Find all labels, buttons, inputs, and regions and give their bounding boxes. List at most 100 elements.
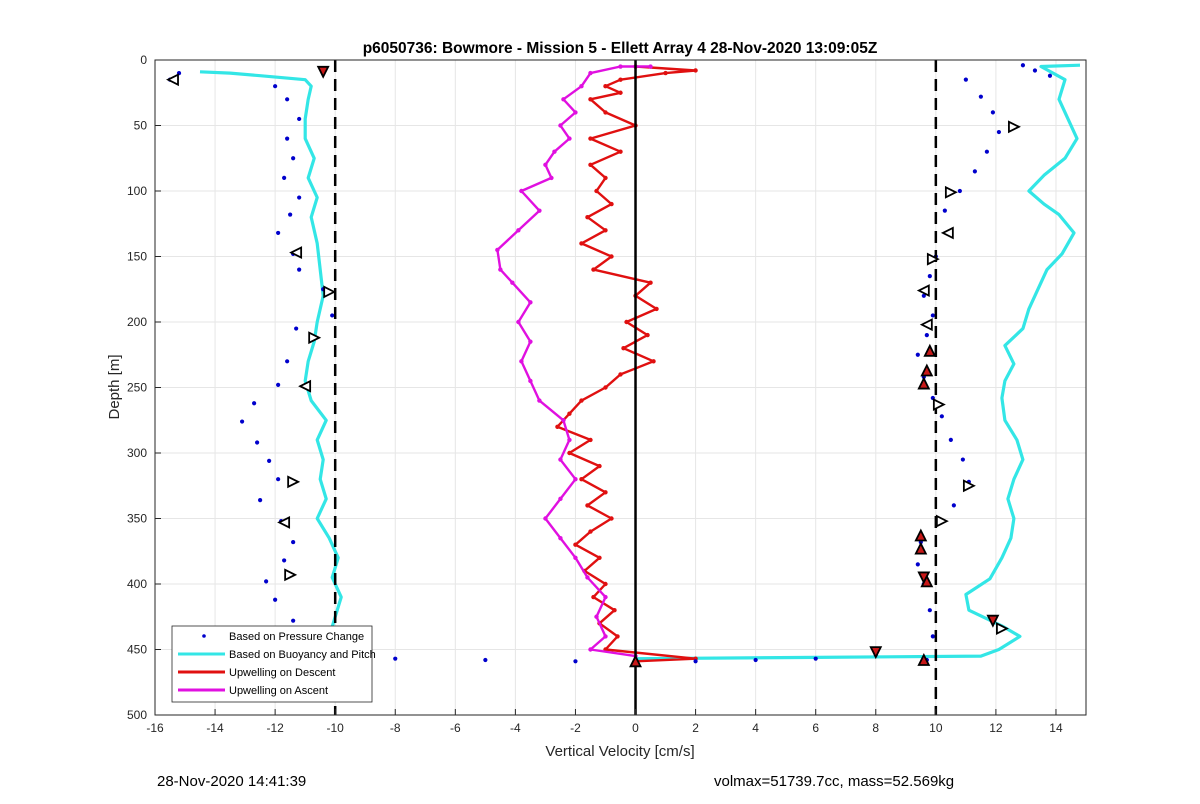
upwelling-ascent-point xyxy=(585,575,590,580)
x-axis-label: Vertical Velocity [cm/s] xyxy=(545,743,694,760)
buoyancy-line-descent xyxy=(184,70,343,661)
upwelling-ascent-point xyxy=(537,208,542,213)
y-tick-label: 350 xyxy=(127,512,147,526)
chart-title: p6050736: Bowmore - Mission 5 - Ellett A… xyxy=(363,40,878,57)
upwelling-ascent-point xyxy=(561,97,566,102)
upwelling-descent-point xyxy=(585,215,590,220)
upwelling-ascent-point xyxy=(552,149,557,154)
upwelling-descent-point xyxy=(603,228,608,233)
upwelling-descent-point xyxy=(609,516,614,521)
pressure-dot-descent xyxy=(483,657,488,663)
y-tick-label: 450 xyxy=(127,643,147,657)
x-tick-label: -8 xyxy=(390,721,401,735)
legend-label: Upwelling on Ascent xyxy=(229,685,328,697)
legend-label: Based on Pressure Change xyxy=(229,631,364,643)
x-tick-label: -16 xyxy=(146,721,164,735)
y-tick-label: 500 xyxy=(127,708,147,722)
triangle-marker xyxy=(914,528,928,542)
triangle-marker xyxy=(308,331,322,345)
upwelling-descent-point xyxy=(555,424,560,429)
pressure-dot-ascent xyxy=(948,437,953,442)
upwelling-descent-point xyxy=(567,450,572,456)
triangle-marker xyxy=(1008,120,1021,134)
pressure-dot-descent xyxy=(285,359,290,364)
legend-item-buoyancy: Based on Buoyancy and Pitch xyxy=(178,649,376,661)
legend: Based on Pressure Change Based on Buoyan… xyxy=(171,625,376,703)
x-tick-label: 6 xyxy=(812,721,819,735)
triangle-marker xyxy=(916,284,930,298)
triangle-marker xyxy=(932,398,946,411)
upwelling-ascent-point xyxy=(495,247,500,253)
pressure-dot-descent xyxy=(291,618,296,623)
upwelling-ascent-point xyxy=(588,70,593,76)
pressure-dot-descent xyxy=(291,156,296,161)
pressure-dot-descent xyxy=(258,498,263,503)
pressure-dot-ascent xyxy=(942,208,947,213)
pressure-dot-descent xyxy=(291,539,296,545)
marker-layer xyxy=(166,65,1021,668)
pressure-dot-ascent xyxy=(990,110,996,115)
upwelling-descent-point xyxy=(612,608,617,613)
pressure-dot-ascent xyxy=(1020,63,1026,68)
triangle-marker xyxy=(289,246,303,260)
upwelling-ascent-point xyxy=(558,457,563,462)
x-tick-label: 12 xyxy=(989,721,1003,735)
pressure-dot-descent xyxy=(276,382,281,387)
y-tick-label: 400 xyxy=(127,577,147,591)
y-tick-label: 300 xyxy=(127,446,147,460)
upwelling-descent-point xyxy=(663,70,668,76)
pressure-dot-descent xyxy=(813,656,818,661)
triangle-marker xyxy=(986,614,1000,628)
y-tick-label: 50 xyxy=(134,119,148,133)
triangle-marker xyxy=(935,514,949,528)
triangle-marker xyxy=(996,622,1009,635)
upwelling-descent-point xyxy=(609,254,614,259)
upwelling-descent-point xyxy=(621,346,626,351)
pressure-dot-descent xyxy=(693,659,698,664)
upwelling-ascent-point xyxy=(594,614,599,619)
volume-mass-footer: volmax=51739.7cc, mass=52.569kg xyxy=(714,773,955,790)
pressure-dot-descent xyxy=(282,558,287,563)
triangle-marker xyxy=(940,226,954,240)
pressure-dot-descent xyxy=(573,659,578,664)
x-tick-label: 14 xyxy=(1049,721,1063,735)
upwelling-ascent-point xyxy=(573,110,578,115)
triangle-marker xyxy=(962,479,976,493)
pressure-dot-descent xyxy=(252,401,257,406)
pressure-dot-descent xyxy=(297,195,302,200)
triangle-marker xyxy=(287,475,301,489)
pressure-dot-ascent xyxy=(927,608,932,613)
triangle-marker xyxy=(298,379,312,393)
triangle-marker xyxy=(629,654,642,668)
y-tick-label: 0 xyxy=(140,53,147,67)
upwelling-descent-point xyxy=(618,149,623,154)
upwelling-ascent-point xyxy=(528,378,533,384)
triangle-marker xyxy=(923,343,937,357)
triangle-marker xyxy=(869,646,883,660)
pressure-dot-ascent xyxy=(978,94,983,99)
pressure-dot-descent xyxy=(294,326,299,331)
pressure-dot-descent xyxy=(285,97,290,102)
upwelling-descent-point xyxy=(588,97,593,102)
x-tick-label: -10 xyxy=(327,721,345,735)
upwelling-descent-point xyxy=(615,634,620,639)
x-tick-label: 2 xyxy=(692,721,699,735)
y-tick-label: 100 xyxy=(127,184,147,198)
legend-item-descent: Upwelling on Descent xyxy=(178,667,335,679)
upwelling-ascent-point xyxy=(516,228,521,233)
upwelling-descent-point xyxy=(603,84,608,89)
triangle-marker xyxy=(917,652,931,666)
y-axis-label: Depth [m] xyxy=(106,354,123,419)
pressure-dot-ascent xyxy=(930,634,935,639)
pressure-dot-ascent xyxy=(939,414,944,419)
upwelling-ascent-point xyxy=(543,162,548,167)
upwelling-ascent-point xyxy=(537,398,542,403)
triangle-marker xyxy=(166,73,179,87)
upwelling-ascent-point xyxy=(567,136,572,141)
upwelling-ascent-point xyxy=(549,175,554,181)
triangle-marker xyxy=(944,185,958,199)
legend-label: Based on Buoyancy and Pitch xyxy=(229,649,376,661)
pressure-dot-descent xyxy=(288,212,293,217)
upwelling-ascent-point xyxy=(588,647,593,652)
